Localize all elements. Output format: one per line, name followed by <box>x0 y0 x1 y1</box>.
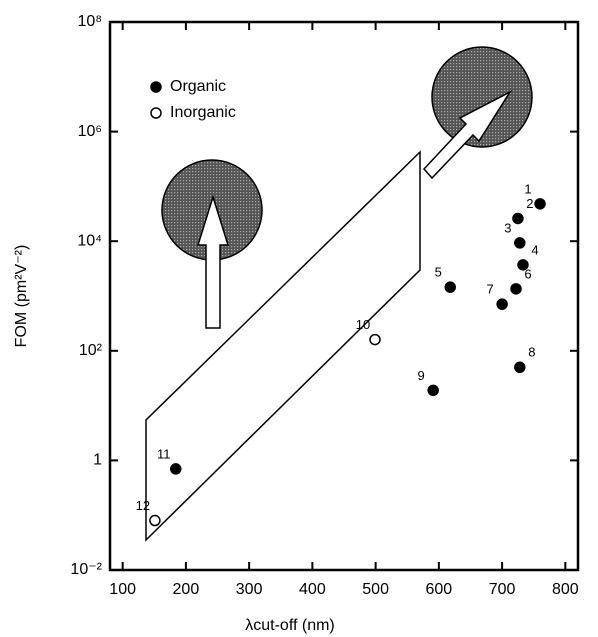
data-point <box>514 361 526 374</box>
point-label: 6 <box>524 266 531 281</box>
data-point <box>534 198 546 210</box>
left-icon <box>161 159 263 329</box>
x-tick-label: 200 <box>173 581 200 598</box>
y-tick-label: 10⁶ <box>78 123 102 140</box>
point-label: 7 <box>486 282 493 297</box>
data-point <box>496 298 508 310</box>
data-point <box>149 514 161 527</box>
x-tick-label: 100 <box>109 581 136 598</box>
point-label: 3 <box>504 220 511 235</box>
y-tick-label: 10⁴ <box>77 232 102 249</box>
point-label: 10 <box>356 317 370 332</box>
data-point <box>427 384 439 397</box>
x-tick-label: 700 <box>489 581 516 598</box>
x-tick-label: 600 <box>426 581 453 598</box>
point-label: 5 <box>435 265 442 280</box>
data-point <box>514 237 526 249</box>
y-tick-label: 10⁻² <box>70 561 102 578</box>
y-axis-label: FOM (pm²V⁻²) <box>13 245 30 348</box>
x-axis-label: λcut-off (nm) <box>245 617 335 634</box>
x-tick-label: 800 <box>552 581 579 598</box>
point-label: 12 <box>136 498 150 513</box>
legend-label: Organic <box>170 78 226 95</box>
point-label: 1 <box>524 181 531 196</box>
point-label: 2 <box>526 196 533 211</box>
plot-frame <box>108 20 580 572</box>
y-tick-label: 10² <box>79 342 103 359</box>
legend-marker <box>150 81 162 93</box>
data-point <box>170 463 182 475</box>
data-point <box>369 333 381 346</box>
y-tick-label: 10⁸ <box>77 13 102 30</box>
data-point <box>510 283 522 295</box>
point-label: 11 <box>157 446 171 461</box>
point-label: 9 <box>418 368 425 383</box>
x-tick-label: 300 <box>236 581 263 598</box>
x-tick-label: 400 <box>299 581 326 598</box>
y-tick-label: 1 <box>93 452 102 469</box>
data-point <box>444 281 456 293</box>
right-icon <box>422 46 533 180</box>
x-tick-label: 500 <box>362 581 389 598</box>
data-point <box>517 259 529 271</box>
trend-band <box>145 150 421 542</box>
point-label: 4 <box>531 242 538 257</box>
legend-marker <box>150 107 162 119</box>
legend-label: Inorganic <box>170 104 236 121</box>
data-point <box>512 212 524 225</box>
point-label: 8 <box>528 345 535 360</box>
